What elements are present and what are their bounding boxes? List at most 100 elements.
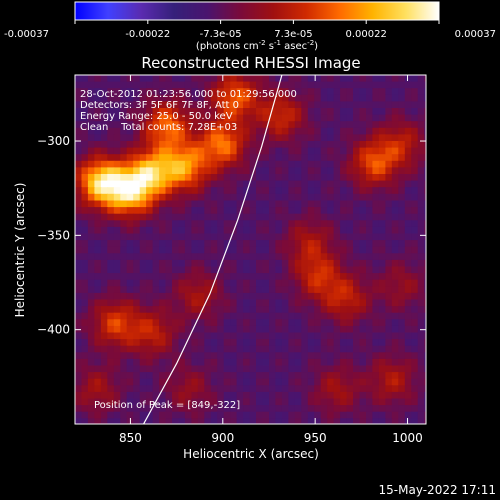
heatmap-cell bbox=[359, 193, 367, 201]
heatmap-cell bbox=[172, 352, 180, 360]
heatmap-cell bbox=[391, 266, 399, 274]
heatmap-cell bbox=[152, 319, 160, 327]
heatmap-cell bbox=[372, 187, 380, 195]
heatmap-cell bbox=[314, 160, 322, 168]
heatmap-cell bbox=[184, 418, 192, 424]
heatmap-cell bbox=[223, 259, 231, 268]
heatmap-cell bbox=[417, 273, 425, 281]
heatmap-cell bbox=[275, 372, 283, 380]
heatmap-cell bbox=[327, 81, 335, 89]
heatmap-cell bbox=[197, 167, 205, 175]
heatmap-cell bbox=[204, 391, 212, 400]
heatmap-cell bbox=[126, 134, 134, 142]
heatmap-cell bbox=[314, 193, 322, 201]
heatmap-cell bbox=[417, 134, 425, 142]
heatmap-cell bbox=[223, 325, 231, 334]
heatmap-cell bbox=[262, 174, 270, 182]
heatmap-cell bbox=[133, 174, 141, 182]
heatmap-cell bbox=[113, 365, 121, 373]
heatmap-cell bbox=[204, 154, 212, 162]
colorbar-tick-label: -0.00037 bbox=[4, 29, 49, 40]
annotation-energy: Energy Range: 25.0 - 50.0 keV bbox=[80, 111, 233, 122]
heatmap-cell bbox=[236, 233, 244, 241]
heatmap-cell bbox=[404, 88, 412, 96]
heatmap-cell bbox=[146, 299, 154, 307]
heatmap-cell bbox=[243, 213, 251, 221]
heatmap-cell bbox=[372, 411, 380, 419]
heatmap-cell bbox=[346, 352, 354, 360]
heatmap-cell bbox=[359, 259, 367, 268]
heatmap-cell bbox=[391, 207, 399, 215]
heatmap-cell bbox=[81, 286, 89, 294]
heatmap-cell bbox=[398, 226, 406, 235]
heatmap-cell bbox=[159, 339, 167, 347]
heatmap-cell bbox=[236, 121, 244, 129]
heatmap-cell bbox=[353, 352, 361, 360]
heatmap-cell bbox=[424, 279, 426, 287]
heatmap-cell bbox=[320, 358, 328, 367]
heatmap-cell bbox=[417, 167, 425, 175]
heatmap-cell bbox=[249, 325, 257, 334]
heatmap-cell bbox=[398, 213, 406, 221]
heatmap-cell bbox=[113, 299, 121, 307]
heatmap-cell bbox=[120, 94, 128, 102]
heatmap-cell bbox=[301, 299, 309, 307]
heatmap-cell bbox=[391, 372, 399, 380]
heatmap-cell bbox=[314, 332, 322, 340]
heatmap-cell bbox=[333, 121, 341, 129]
x-axis: 850 900 950 1000 bbox=[119, 75, 423, 445]
heatmap-cell bbox=[223, 213, 231, 221]
heatmap-cell bbox=[294, 378, 302, 386]
heatmap-cell bbox=[294, 134, 302, 142]
heatmap-cell bbox=[100, 220, 108, 228]
heatmap-cell bbox=[113, 345, 121, 353]
heatmap-cell bbox=[178, 319, 186, 327]
heatmap-cell bbox=[75, 299, 83, 307]
heatmap-cell bbox=[87, 114, 95, 122]
heatmap-cell bbox=[340, 220, 348, 228]
heatmap-cell bbox=[301, 253, 309, 261]
heatmap-cell bbox=[223, 240, 231, 248]
heatmap-cell bbox=[269, 378, 277, 386]
heatmap-cell bbox=[320, 411, 328, 419]
heatmap-cell bbox=[366, 147, 374, 155]
heatmap-cell bbox=[340, 127, 348, 135]
heatmap-cell bbox=[288, 266, 296, 274]
heatmap-cell bbox=[424, 134, 426, 142]
heatmap-cell bbox=[411, 299, 419, 307]
heatmap-cell bbox=[281, 167, 289, 175]
heatmap-cell bbox=[159, 286, 167, 294]
heatmap-cell bbox=[223, 286, 231, 294]
heatmap-cell bbox=[139, 94, 147, 102]
heatmap-cell bbox=[346, 358, 354, 367]
colorbar-tick-label: 0.00037 bbox=[455, 29, 496, 40]
heatmap-cell bbox=[417, 174, 425, 182]
heatmap-cell bbox=[94, 75, 102, 83]
heatmap-cell bbox=[139, 200, 147, 208]
heatmap-cell bbox=[269, 226, 277, 235]
heatmap-cell bbox=[424, 108, 426, 116]
heatmap-cell bbox=[378, 167, 386, 175]
heatmap-cell bbox=[301, 312, 309, 320]
heatmap-cell bbox=[391, 391, 399, 400]
heatmap-cell bbox=[288, 345, 296, 353]
heatmap-cell bbox=[139, 160, 147, 168]
heatmap-cell bbox=[165, 292, 173, 301]
heatmap-cell bbox=[75, 352, 83, 360]
heatmap-cell bbox=[281, 325, 289, 334]
heatmap-cell bbox=[391, 339, 399, 347]
heatmap-cell bbox=[262, 246, 270, 254]
heatmap-cell bbox=[256, 207, 264, 215]
heatmap-cell bbox=[184, 121, 192, 129]
heatmap-cell bbox=[346, 147, 354, 155]
heatmap-cell bbox=[262, 207, 270, 215]
heatmap-cell bbox=[184, 246, 192, 254]
heatmap-cell bbox=[340, 187, 348, 195]
heatmap-cell bbox=[139, 246, 147, 254]
heatmap-cell bbox=[378, 240, 386, 248]
heatmap-cell bbox=[391, 325, 399, 334]
heatmap-cell bbox=[320, 226, 328, 235]
heatmap-cell bbox=[184, 391, 192, 400]
heatmap-cell bbox=[172, 312, 180, 320]
heatmap-cell bbox=[94, 372, 102, 380]
